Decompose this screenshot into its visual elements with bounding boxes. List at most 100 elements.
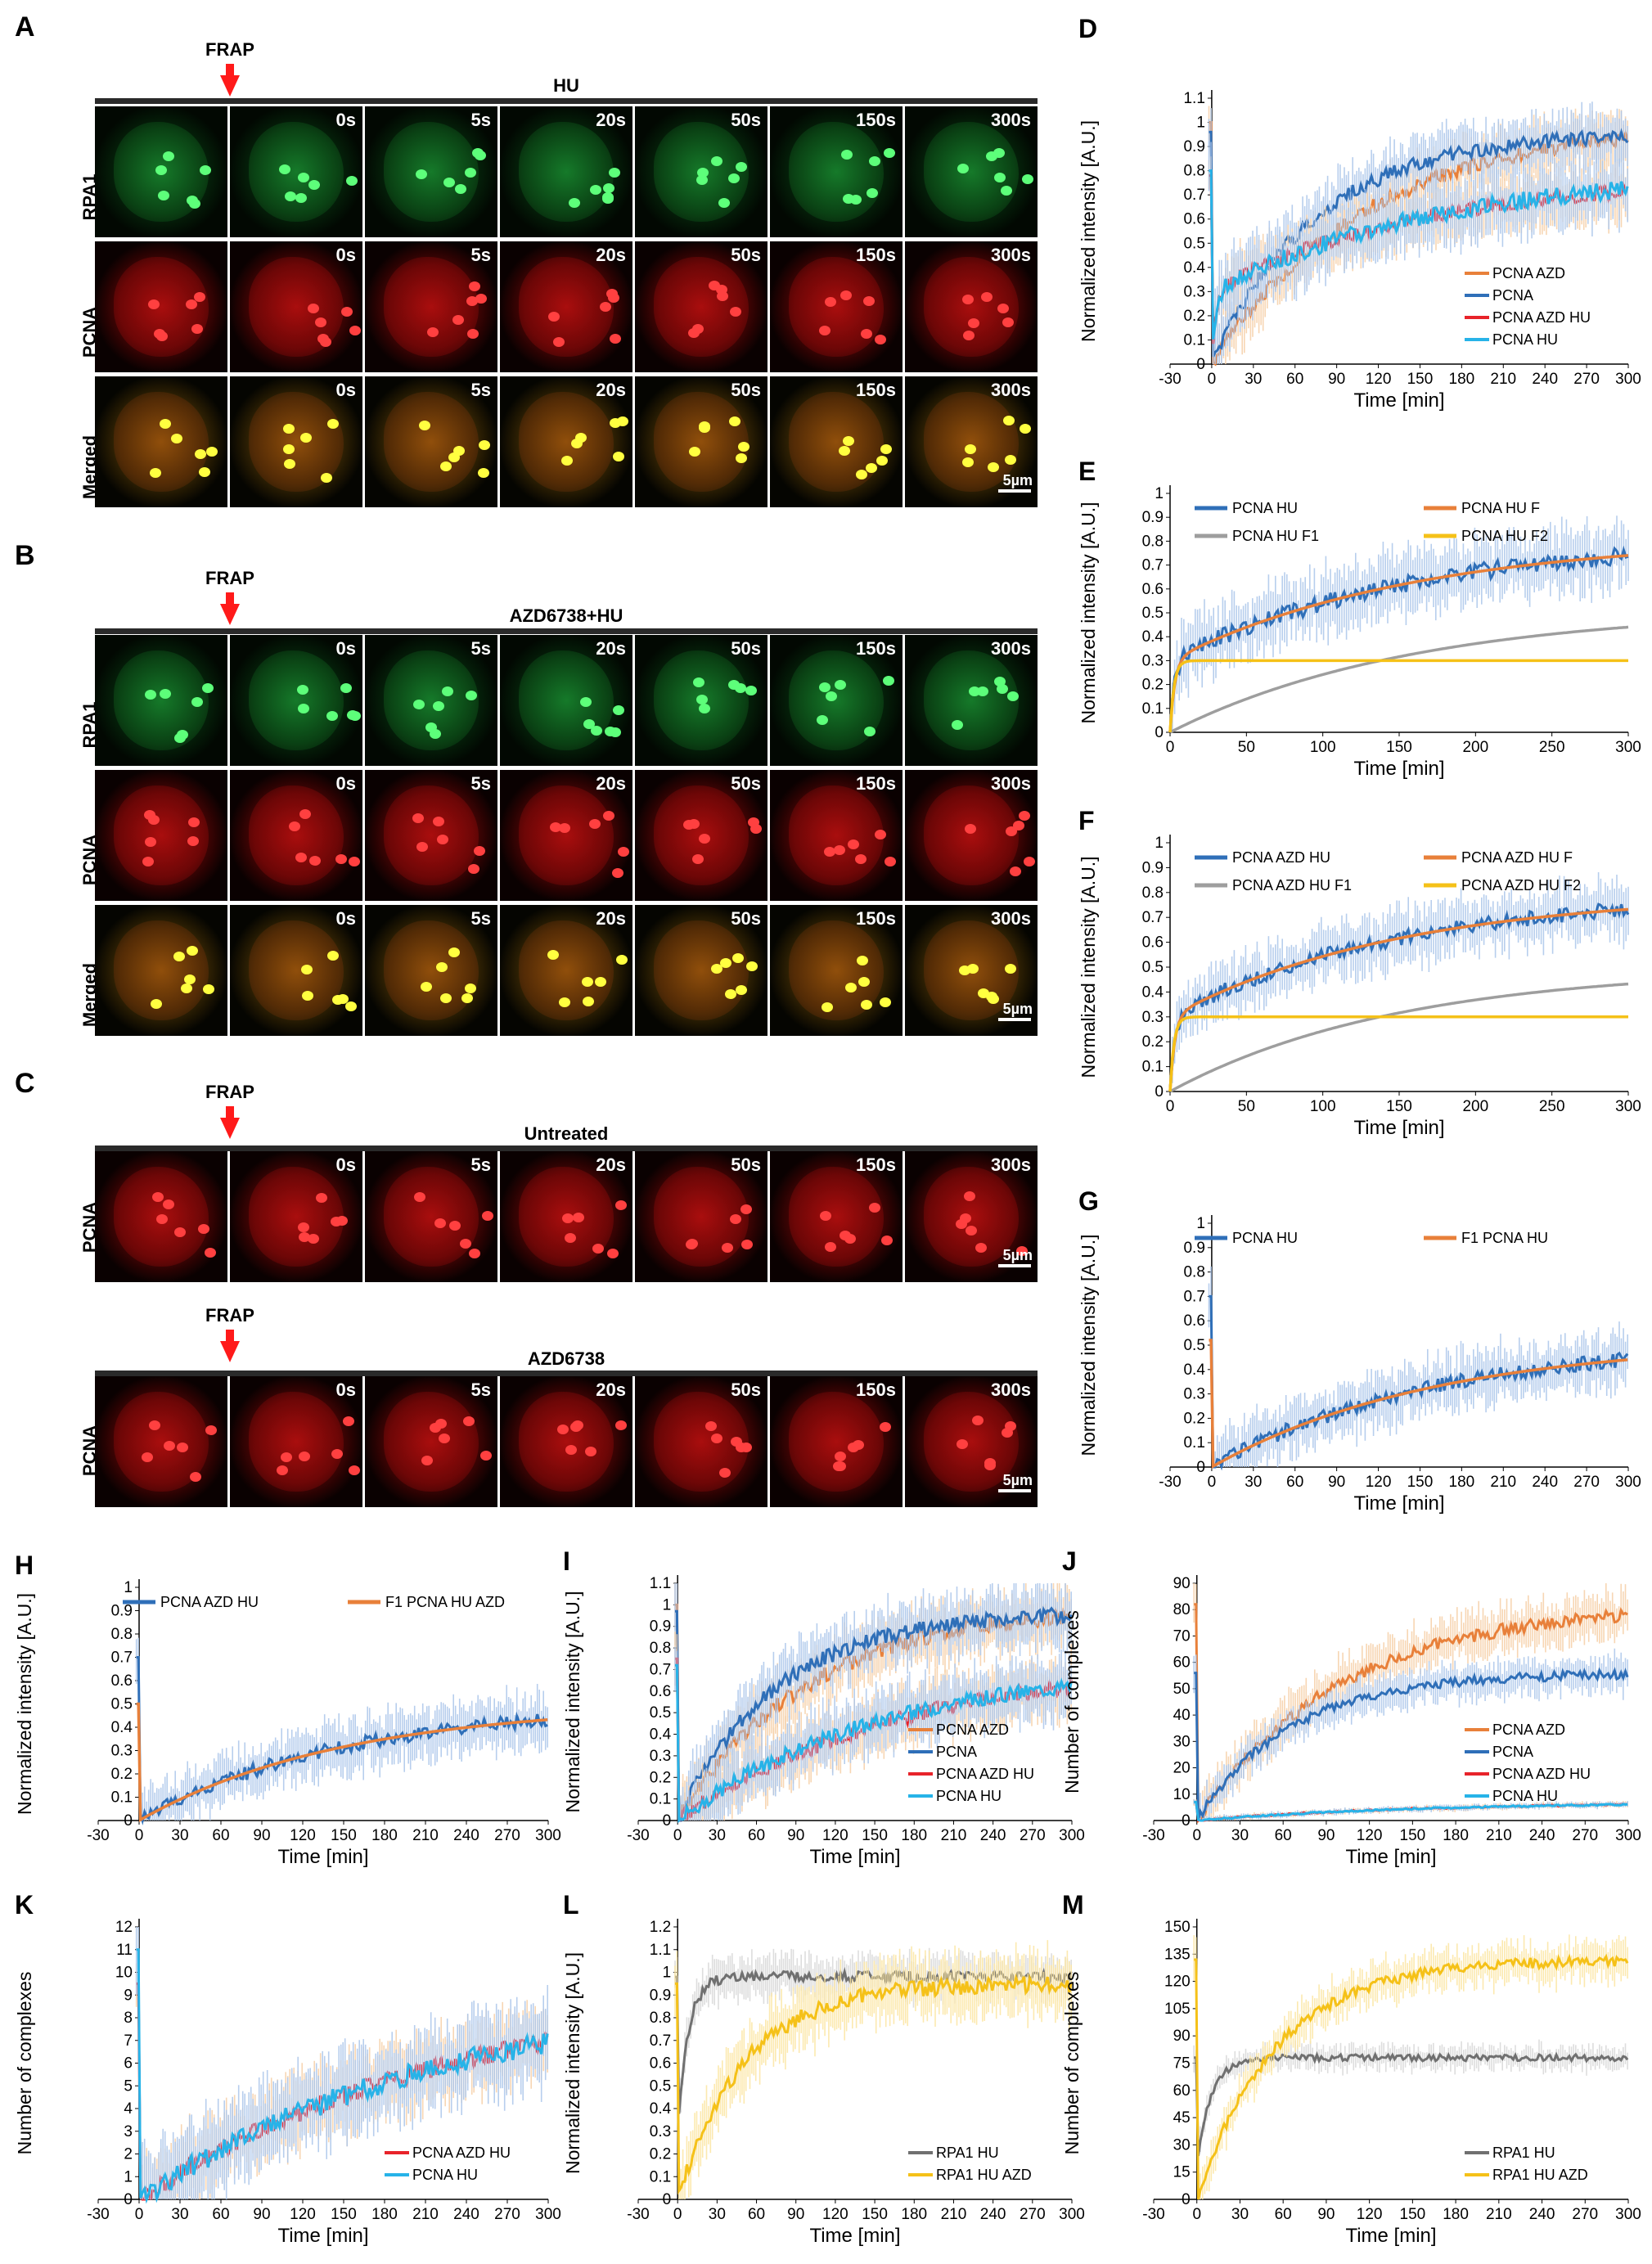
foci-spot	[548, 311, 560, 322]
legend-label: PCNA HU F1	[1232, 528, 1319, 544]
x-tick-label: -30	[1142, 2206, 1164, 2223]
foci-spot	[187, 946, 199, 956]
timepoint-label: 0s	[335, 1380, 356, 1400]
legend-label: PCNA	[936, 1744, 977, 1760]
foci-spot	[440, 992, 452, 1003]
y-tick-label: 0.8	[1183, 1264, 1204, 1281]
foci-spot	[858, 976, 870, 987]
foci-spot	[467, 328, 479, 339]
y-axis-title: Number of complexes	[1061, 1972, 1083, 2155]
x-axis-title: Time [min]	[1345, 1846, 1436, 1868]
foci-spot	[194, 291, 206, 302]
chart-h: H -30 0 30 60 90 120 150 180 210 240 270 300 0 0.1 0.2 0…	[14, 1551, 561, 1868]
foci-spot	[147, 299, 160, 309]
foci-spot	[615, 1200, 628, 1211]
y-tick-label: 0.6	[650, 2055, 671, 2073]
foci-spot	[835, 679, 847, 690]
foci-spot	[475, 294, 487, 304]
y-tick-label: 0.1	[1183, 331, 1204, 349]
foci-spot	[607, 293, 619, 304]
y-tick-label: 0.8	[1183, 163, 1204, 180]
foci-spot	[879, 1421, 891, 1432]
x-tick-label: 60	[212, 2206, 229, 2223]
foci-spot	[603, 810, 615, 821]
foci-spot	[1004, 1421, 1016, 1432]
foci-spot	[478, 467, 490, 478]
panel-label: L	[563, 1890, 579, 1920]
y-tick-label: 8	[124, 2010, 133, 2027]
foci-spot	[695, 694, 708, 704]
timepoint-label: 150s	[856, 1155, 896, 1175]
foci-spot	[745, 961, 758, 972]
scale-bar	[998, 489, 1031, 493]
timepoint-label: 5s	[470, 1380, 491, 1400]
foci-spot	[299, 809, 312, 820]
foci-spot	[1019, 423, 1031, 434]
legend-label: PCNA AZD HU	[1492, 309, 1591, 326]
error-band-pcna-hu	[1208, 141, 1628, 364]
x-tick-label: 0	[1166, 1098, 1175, 1115]
series-line-pcna-azd	[675, 1603, 1072, 1822]
chart-d: D -30 0 30 60 90 120 150 180 210 240 270 300 0 0.1 0.2 0…	[1078, 14, 1641, 412]
x-tick-label: 270	[494, 2206, 520, 2223]
y-tick-label: 1	[124, 1579, 133, 1596]
timepoint-label: 50s	[731, 1155, 761, 1175]
foci-spot	[614, 1420, 627, 1431]
foci-spot	[173, 951, 186, 961]
legend-label: PCNA AZD HU	[412, 2145, 511, 2161]
foci-spot	[309, 855, 322, 866]
y-tick-label: 0.8	[111, 1626, 133, 1643]
series-line-pcna	[1194, 1667, 1629, 1821]
frap-arrow-head-a	[220, 75, 240, 97]
x-tick-label: 60	[1286, 1474, 1303, 1491]
foci-spot	[848, 839, 860, 850]
x-tick-label: 30	[709, 2206, 726, 2223]
foci-spot	[603, 182, 615, 193]
legend-label: PCNA AZD HU	[160, 1594, 259, 1610]
foci-spot	[432, 701, 444, 712]
y-tick-label: 60	[1173, 1654, 1191, 1672]
y-axis-title: Normalized intensity [A.U.]	[14, 1593, 35, 1815]
micrograph-tile: 20s	[500, 770, 632, 901]
micrograph-tile: 50s	[635, 376, 767, 507]
y-tick-label: 15	[1173, 2164, 1191, 2181]
x-tick-label: 300	[1059, 1827, 1085, 1844]
foci-spot	[605, 726, 617, 736]
foci-spot	[145, 689, 157, 700]
timepoint-label: 50s	[731, 638, 761, 659]
foci-spot	[289, 821, 301, 831]
timepoint-label: 5s	[470, 908, 491, 929]
y-tick-label: 0.5	[1183, 235, 1204, 252]
image-strip: 0s 5s 20s 50s 150s 300s 5µm	[95, 376, 1038, 507]
timepoint-label: 20s	[596, 638, 626, 659]
foci-spot	[432, 816, 444, 826]
foci-spot	[300, 965, 313, 975]
legend-label: RPA1 HU	[936, 2145, 999, 2161]
foci-spot	[840, 290, 853, 301]
x-tick-label: 180	[371, 1827, 398, 1844]
y-tick-label: 0.3	[1183, 283, 1204, 300]
y-tick-label: 0.7	[650, 2032, 671, 2050]
micrograph-tile: 300s 5µm	[905, 1151, 1038, 1282]
foci-spot	[968, 686, 980, 696]
y-tick-label: 0.6	[1183, 211, 1204, 228]
foci-spot	[191, 697, 204, 708]
foci-spot	[729, 307, 741, 317]
foci-spot	[1004, 455, 1016, 466]
foci-spot	[592, 1243, 604, 1254]
x-axis-title: Time [min]	[277, 1846, 368, 1868]
y-tick-label: 6	[124, 2055, 133, 2073]
foci-spot	[198, 466, 210, 477]
x-tick-label: 240	[1529, 1827, 1555, 1844]
foci-spot	[978, 988, 990, 999]
x-tick-label: 300	[1615, 2206, 1641, 2223]
foci-spot	[962, 331, 975, 341]
nucleus-shape	[248, 1167, 344, 1267]
x-tick-label: 120	[1366, 1474, 1392, 1491]
timepoint-label: 20s	[596, 380, 626, 400]
y-tick-label: 0.7	[1142, 909, 1164, 926]
foci-spot	[824, 1242, 836, 1253]
scale-bar-label: 5µm	[1002, 1247, 1033, 1263]
foci-spot	[883, 675, 895, 686]
foci-spot	[961, 294, 974, 304]
